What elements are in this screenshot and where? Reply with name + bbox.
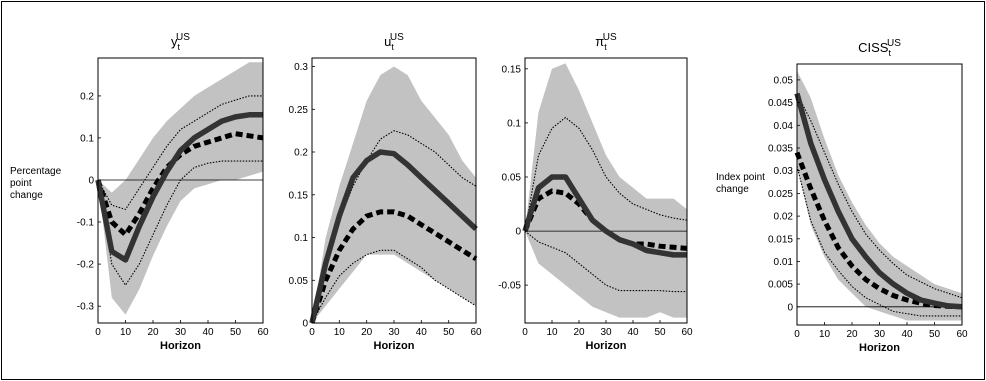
panel4-ytick-label: 0.015 [768, 234, 793, 245]
panel2-xlabel: Horizon [374, 340, 415, 352]
panel4-ytick-label: 0.05 [774, 75, 794, 86]
panel1-ytick-label: -0.3 [77, 302, 95, 313]
panel2-alt-line [309, 209, 478, 324]
panel3-band [525, 63, 687, 318]
panel1-xtick-label: 0 [95, 327, 101, 338]
panel4-ytick-label: 0.03 [774, 166, 794, 177]
panel3-xtick-label: 60 [681, 327, 693, 338]
panel2-xtick-label: 20 [361, 327, 373, 338]
panel4-ytick-label: 0.035 [768, 144, 793, 155]
panel3-xtick-label: 20 [573, 327, 585, 338]
panel4-xtick-label: 50 [929, 329, 941, 340]
panel2-xtick-label: 0 [309, 327, 315, 338]
panel2-ytick-label: 0.25 [289, 105, 309, 116]
panel1-xtick-label: 20 [147, 327, 159, 338]
panel1-median-line [95, 112, 263, 263]
panel4-ci-upper-line [796, 93, 963, 299]
panel1-ylabel: Percentage point change [10, 166, 61, 202]
panel4-xtick-label: 30 [874, 329, 886, 340]
panel1-ylabel-line-1: Percentage [10, 166, 62, 177]
panel4-ytick-label: 0.045 [768, 98, 793, 109]
panel3-xlabel: Horizon [586, 340, 627, 352]
panel4-xtick-label: 0 [794, 329, 800, 340]
panel2-ytick-label: 0 [302, 319, 308, 330]
panel1-ci-lower-line [97, 160, 263, 287]
panel4-ytick-label: 0.02 [774, 212, 794, 223]
panel2-median-line [309, 149, 478, 324]
panel4-xlabel: Horizon [859, 342, 900, 354]
panel3-ci-upper-line [524, 116, 688, 232]
panel2-xtick-label: 40 [416, 327, 428, 338]
panel3-ci-lower-line [524, 230, 687, 293]
panel3-ytick-label: 0.1 [507, 118, 521, 129]
panel2-ytick-label: 0.1 [294, 233, 308, 244]
panel1-xtick-label: 50 [230, 327, 242, 338]
panel2-xtick-label: 30 [388, 327, 400, 338]
panel1-ytick-label: -0.1 [77, 218, 95, 229]
panel2-ytick-label: 0.15 [289, 190, 309, 201]
panel1-ytick-label: 0.1 [80, 133, 94, 144]
panel4-ytick-label: 0.04 [774, 121, 794, 132]
panel4-ylabel-line-2: change [716, 184, 749, 195]
panel2-ci-lower-line [311, 249, 477, 324]
panel4-ylabel-line-1: Index point [716, 172, 765, 183]
panel3-xtick-label: 40 [627, 327, 639, 338]
panel4-median-line [794, 92, 963, 310]
panel2-xtick-label: 10 [334, 327, 346, 338]
panel2-xtick-label: 60 [470, 327, 482, 338]
panel2-ytick-label: 0.2 [294, 148, 308, 159]
panel3-ytick-label: -0.05 [498, 281, 521, 292]
panel2-band [312, 66, 476, 323]
panel1-ylabel-line-2: point [10, 178, 32, 189]
panel3-xtick-label: 50 [654, 327, 666, 338]
panel1-ytick-label: 0.2 [80, 91, 94, 102]
panel1-ytick-label: 0 [88, 176, 94, 187]
panel4-ylabel: Index point change [716, 172, 765, 196]
panel4-xtick-label: 60 [956, 329, 968, 340]
panel1-title: ytUS [171, 32, 190, 52]
panel1-band [98, 62, 263, 315]
panel4-ytick-label: 0.01 [774, 257, 794, 268]
panel2-title: utUS [384, 32, 404, 52]
panel3-ytick-label: 0.15 [502, 64, 522, 75]
panel1-xtick-label: 60 [257, 327, 269, 338]
panel4-xtick-label: 20 [846, 329, 858, 340]
panel4-ci-lower-line [796, 165, 962, 317]
panel1-xlabel: Horizon [160, 340, 201, 352]
panel3-ytick-label: 0 [515, 227, 521, 238]
panel4-ytick-label: 0.005 [768, 280, 793, 291]
panel1-xtick-label: 30 [175, 327, 187, 338]
panel3-xtick-label: 0 [522, 327, 528, 338]
panel1-xtick-label: 40 [202, 327, 214, 338]
panel3-title: πtUS [595, 32, 617, 52]
panel4-xtick-label: 10 [819, 329, 831, 340]
panel3-xtick-label: 30 [600, 327, 612, 338]
panel3-median-line [522, 174, 687, 258]
panel4-xtick-label: 40 [901, 329, 913, 340]
panel2-ytick-label: 0.05 [289, 276, 309, 287]
panel1-ytick-label: -0.2 [77, 260, 95, 271]
panel3-alt-line [522, 188, 688, 251]
panel2-xtick-label: 50 [443, 327, 455, 338]
panel1-ylabel-line-3: change [10, 190, 43, 201]
panel2-ytick-label: 0.3 [294, 62, 308, 73]
panel4-title: CISStUS [858, 38, 901, 58]
panel3-ytick-label: 0.05 [502, 173, 522, 184]
panel4-ytick-label: 0 [787, 302, 793, 313]
panel3-xtick-label: 10 [546, 327, 558, 338]
panel4-band [797, 70, 962, 321]
panel4-ytick-label: 0.025 [768, 189, 793, 200]
panel1-ci-upper-line [97, 95, 263, 211]
panel1-xtick-label: 10 [120, 327, 132, 338]
